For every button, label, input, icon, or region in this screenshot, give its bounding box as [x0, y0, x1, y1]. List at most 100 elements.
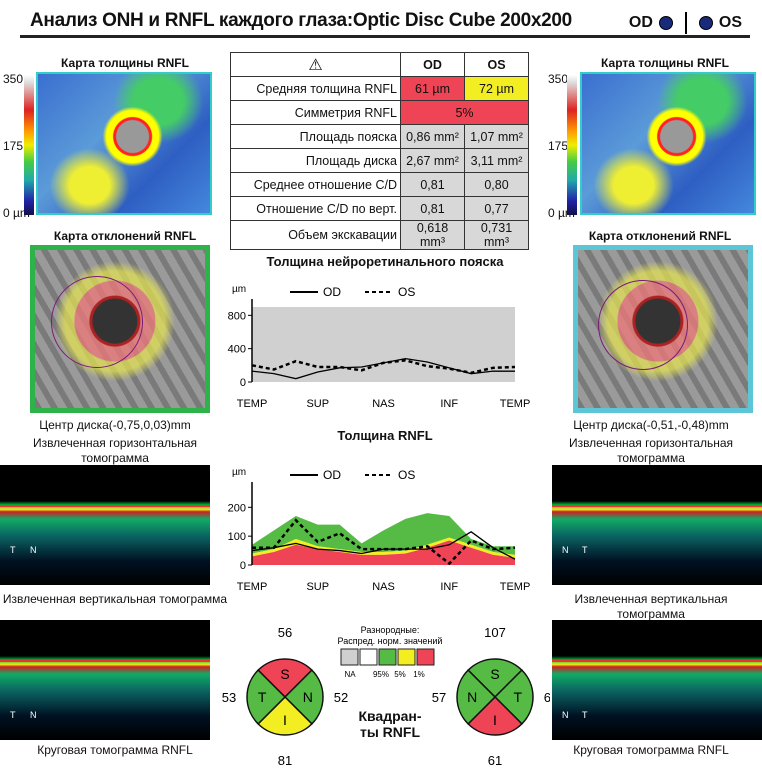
- series-os-line: [251, 359, 516, 375]
- y-tick-label: 100: [228, 531, 246, 543]
- quadrants-title-line2: ты RNFL: [359, 724, 421, 740]
- cell-od: 0,81: [400, 172, 465, 197]
- legend-label: 1%: [413, 670, 425, 679]
- y-tick-label: 0: [240, 560, 246, 572]
- orient-n: N: [30, 710, 37, 720]
- row-label: Площадь диска: [230, 148, 401, 173]
- od-quadrant-N: [283, 669, 324, 725]
- os-quadrant-label: N: [467, 689, 477, 705]
- table-row: Площадь диска 2,67 mm² 3,11 mm²: [230, 148, 529, 173]
- os-quadrant-value: 107: [484, 625, 506, 640]
- od-quadrant-T: [246, 669, 287, 725]
- os-quadrant-label: T: [514, 689, 523, 705]
- orient-n: N: [562, 545, 569, 555]
- series-od-line: [251, 531, 516, 560]
- y-tick-label: 200: [228, 502, 246, 514]
- orient-n: N: [30, 545, 37, 555]
- orient-t: T: [10, 545, 16, 555]
- legend-subtitle: Распред. норм. значений: [338, 636, 443, 646]
- y-unit: µm: [232, 467, 246, 478]
- od-quadrant-value: 53: [222, 690, 236, 705]
- legend-label: OD: [323, 285, 341, 299]
- table-row: Средняя толщина RNFL 61 µm 72 µm: [230, 76, 529, 101]
- table-row: Отношение C/D по верт. 0,81 0,77: [230, 196, 529, 221]
- legend-swatch: [397, 648, 416, 666]
- borderline-band: [252, 537, 515, 558]
- outside-normal-band: [252, 540, 515, 565]
- os-quadrant-value: 63: [544, 690, 550, 705]
- plot-background: [252, 307, 515, 382]
- legend-swatch: [416, 648, 435, 666]
- os-quadrant-I: [467, 695, 523, 736]
- table-row: Среднее отношение C/D 0,81 0,80: [230, 172, 529, 197]
- os-horizontal-tomogram-title: Извлеченная горизонтальная томограмма: [568, 436, 734, 465]
- table-row: Площадь пояска 0,86 mm² 1,07 mm²: [230, 124, 529, 149]
- quadrant-charts: S 56 N 52 I 81 T 53 S 107 T 63 I 61 N 57 Разнородные:Рас…: [222, 625, 550, 768]
- cell-od: 0,618 mm³: [400, 220, 465, 250]
- os-thickness-map-title: Карта толщины RNFL: [601, 56, 729, 70]
- quadrants-title-line1: Квадран-: [358, 708, 422, 724]
- od-quadrant-label: N: [303, 689, 313, 705]
- x-tick-label: TEMP: [237, 581, 268, 593]
- od-deviation-map[interactable]: [30, 245, 210, 413]
- od-quadrant-label: I: [283, 712, 287, 728]
- legend-title: Разнородные:: [361, 625, 420, 635]
- od-quadrant-value: 52: [334, 690, 348, 705]
- x-tick-label: TEMP: [500, 581, 531, 593]
- od-scale-max: 350: [3, 72, 24, 86]
- cell-od: 2,67 mm²: [400, 148, 465, 173]
- od-scale-mid: 175: [3, 139, 24, 153]
- row-label: Площадь пояска: [230, 124, 401, 149]
- normal-band: [252, 513, 515, 555]
- od-quadrant-label: T: [258, 689, 267, 705]
- legend-label: OS: [398, 468, 415, 482]
- os-thickness-map[interactable]: [580, 72, 756, 215]
- od-label: OD: [628, 14, 653, 31]
- orient-t: T: [582, 545, 588, 555]
- od-horizontal-tomogram-title: Извлеченная горизонтальная томограмма: [32, 436, 198, 465]
- x-tick-label: SUP: [306, 581, 329, 593]
- os-dot-icon: [698, 16, 713, 30]
- od-deviation-map-title: Карта отклонений RNFL: [53, 229, 197, 243]
- od-circle-tomogram-label: Круговая томограмма RNFL: [37, 743, 193, 757]
- x-tick-label: NAS: [372, 398, 395, 410]
- os-deviation-map[interactable]: [573, 245, 753, 413]
- rim-chart-title: Толщина нейроретинального пояска: [266, 254, 504, 269]
- od-thickness-map[interactable]: [36, 72, 212, 215]
- y-tick-label: 800: [228, 310, 246, 322]
- rnfl-thickness-chart: µm 0 100 200 TEMP SUP NAS INF TEMP OD OS: [228, 467, 531, 593]
- row-label: Среднее отношение C/D: [230, 172, 401, 197]
- page-title: Анализ ONH и RNFL каждого глаза:Optic Di…: [30, 10, 572, 31]
- os-quadrant-S: [467, 658, 523, 699]
- legend-label: OD: [323, 468, 341, 482]
- od-color-scale: [24, 75, 34, 215]
- os-deviation-map-title: Карта отклонений RNFL: [588, 229, 732, 243]
- od-quadrant-I: [257, 695, 313, 736]
- od-quadrant-label: S: [280, 666, 289, 682]
- divider: [684, 12, 687, 34]
- cell-os: 0,77: [464, 196, 529, 221]
- os-circle-tomogram-label: Круговая томограмма RNFL: [573, 743, 729, 757]
- rim-thickness-chart: µm 0 400 800 TEMP SUP NAS INF TEMP OD OS: [228, 284, 531, 410]
- x-tick-label: INF: [440, 581, 458, 593]
- orient-n: N: [562, 710, 569, 720]
- os-color-scale: [567, 75, 577, 215]
- legend-label: 5%: [394, 670, 406, 679]
- x-tick-label: TEMP: [237, 398, 268, 410]
- x-tick-label: NAS: [372, 581, 395, 593]
- cell-od: 0,86 mm²: [400, 124, 465, 149]
- col-os: OS: [464, 52, 529, 77]
- os-quadrant-N: [456, 669, 497, 725]
- y-tick-label: 400: [228, 344, 246, 356]
- x-tick-label: SUP: [306, 398, 329, 410]
- od-disc-center: Центр диска(-0,75,0,03)mm: [39, 418, 191, 432]
- od-vertical-tomogram-title: Извлеченная вертикальная томограмма: [2, 592, 228, 606]
- col-od: OD: [400, 52, 465, 77]
- legend-swatch: [340, 648, 359, 666]
- y-tick-label: 0: [240, 377, 246, 389]
- legend-swatch: [378, 648, 397, 666]
